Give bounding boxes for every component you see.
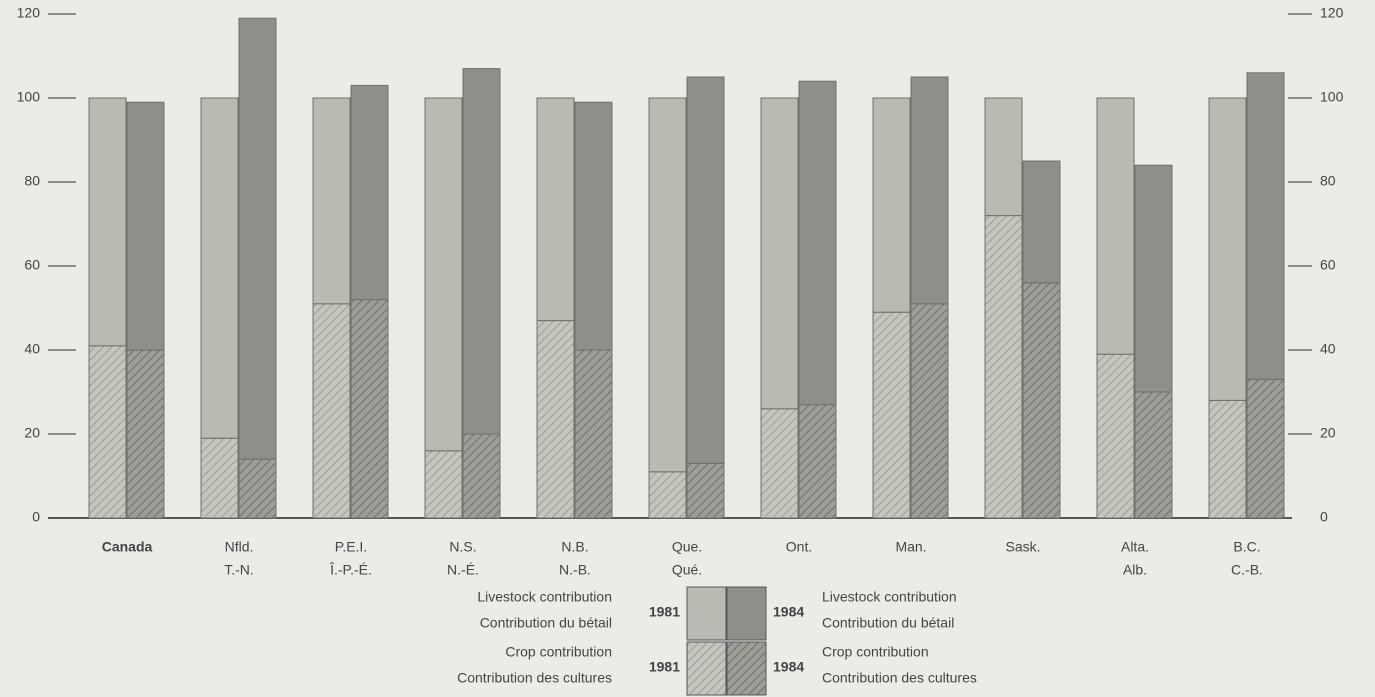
- bar-segment: [1134, 164, 1173, 393]
- x-tick-label: Canada: [102, 539, 153, 555]
- legend-label-alt: Contribution des cultures: [457, 670, 612, 686]
- bar-segment: [798, 404, 837, 519]
- bar-segment: [88, 97, 127, 347]
- y-tick-label: 100: [17, 89, 41, 105]
- x-tick-label: Ont.: [786, 539, 812, 555]
- x-tick-label-alt: C.-B.: [1231, 562, 1263, 578]
- bar-segment: [1208, 399, 1247, 519]
- bar-segment: [872, 311, 911, 519]
- y-tick-label: 40: [24, 341, 40, 357]
- bar-segment: [200, 97, 239, 439]
- legend-label: Livestock contribution: [822, 589, 957, 605]
- bar-segment: [424, 97, 463, 452]
- x-tick-label-alt: N.-É.: [447, 562, 479, 578]
- bar-segment: [126, 349, 165, 519]
- y-tick-label: 80: [24, 173, 40, 189]
- legend-label: Crop contribution: [505, 644, 612, 660]
- y-tick-label: 120: [17, 5, 41, 21]
- legend-swatch: [726, 586, 767, 641]
- bar-segment: [648, 471, 687, 519]
- x-tick-label: Man.: [895, 539, 926, 555]
- y-tick-label: 20: [24, 425, 40, 441]
- legend-label-alt: Contribution du bétail: [480, 615, 612, 631]
- bar-segment: [686, 462, 725, 519]
- bar-segment: [984, 97, 1023, 217]
- y2-tick-label: 60: [1320, 257, 1336, 273]
- y2-tick-label: 100: [1320, 89, 1344, 105]
- y2-tick-label: 0: [1320, 509, 1328, 525]
- bar-segment: [350, 299, 389, 519]
- legend-year: 1984: [773, 604, 804, 620]
- x-tick-label-alt: Qué.: [672, 562, 702, 578]
- x-tick-label-alt: Î.-P.-É.: [329, 562, 372, 578]
- y-tick-label: 60: [24, 257, 40, 273]
- x-tick-label: Nfld.: [225, 539, 254, 555]
- bar-segment: [1096, 353, 1135, 519]
- bar-segment: [88, 345, 127, 519]
- legend-year: 1984: [773, 659, 804, 675]
- x-tick-label: Sask.: [1005, 539, 1040, 555]
- x-tick-label-alt: T.-N.: [224, 562, 254, 578]
- bar-segment: [238, 17, 277, 460]
- bar-segment: [350, 84, 389, 301]
- x-tick-label: Alta.: [1121, 539, 1149, 555]
- bar-segment: [574, 349, 613, 519]
- bar-segment: [1134, 391, 1173, 519]
- legend-label: Livestock contribution: [477, 589, 612, 605]
- legend-swatch: [686, 641, 727, 696]
- bar-segment: [238, 458, 277, 519]
- bar-segment: [984, 215, 1023, 519]
- bar-segment: [760, 408, 799, 519]
- legend-swatch: [726, 641, 767, 696]
- legend-swatch: [686, 586, 727, 641]
- bar-segment: [910, 303, 949, 519]
- x-tick-label: Que.: [672, 539, 702, 555]
- x-tick-label-alt: Alb.: [1123, 562, 1147, 578]
- bar-segment: [1208, 97, 1247, 401]
- bar-segment: [1022, 282, 1061, 519]
- x-tick-label: B.C.: [1233, 539, 1260, 555]
- bar-segment: [1096, 97, 1135, 355]
- y2-tick-label: 40: [1320, 341, 1336, 357]
- bar-segment: [424, 450, 463, 519]
- y2-tick-label: 120: [1320, 5, 1344, 21]
- bar-segment: [798, 80, 837, 406]
- bar-segment: [760, 97, 799, 410]
- legend-label-alt: Contribution des cultures: [822, 670, 977, 686]
- x-tick-label: N.B.: [561, 539, 588, 555]
- x-tick-label-alt: N.-B.: [559, 562, 591, 578]
- bar-segment: [536, 320, 575, 519]
- bar-segment: [910, 76, 949, 305]
- bar-segment: [574, 101, 613, 351]
- x-tick-label: P.E.I.: [335, 539, 367, 555]
- bar-segment: [648, 97, 687, 473]
- bar-segment: [312, 303, 351, 519]
- bar-segment: [872, 97, 911, 313]
- bar-segment: [462, 68, 501, 435]
- legend-label: Crop contribution: [822, 644, 929, 660]
- bar-segment: [1022, 160, 1061, 284]
- bar-segment: [126, 101, 165, 351]
- bar-segment: [312, 97, 351, 305]
- x-tick-label: N.S.: [449, 539, 476, 555]
- y-tick-label: 0: [32, 509, 40, 525]
- bar-segment: [1246, 72, 1285, 380]
- legend-year: 1981: [649, 659, 680, 675]
- bar-segment: [200, 437, 239, 519]
- legend-year: 1981: [649, 604, 680, 620]
- legend-label-alt: Contribution du bétail: [822, 615, 954, 631]
- bar-segment: [686, 76, 725, 464]
- bar-segment: [462, 433, 501, 519]
- bar-segment: [536, 97, 575, 322]
- y2-tick-label: 80: [1320, 173, 1336, 189]
- bar-segment: [1246, 378, 1285, 519]
- y2-tick-label: 20: [1320, 425, 1336, 441]
